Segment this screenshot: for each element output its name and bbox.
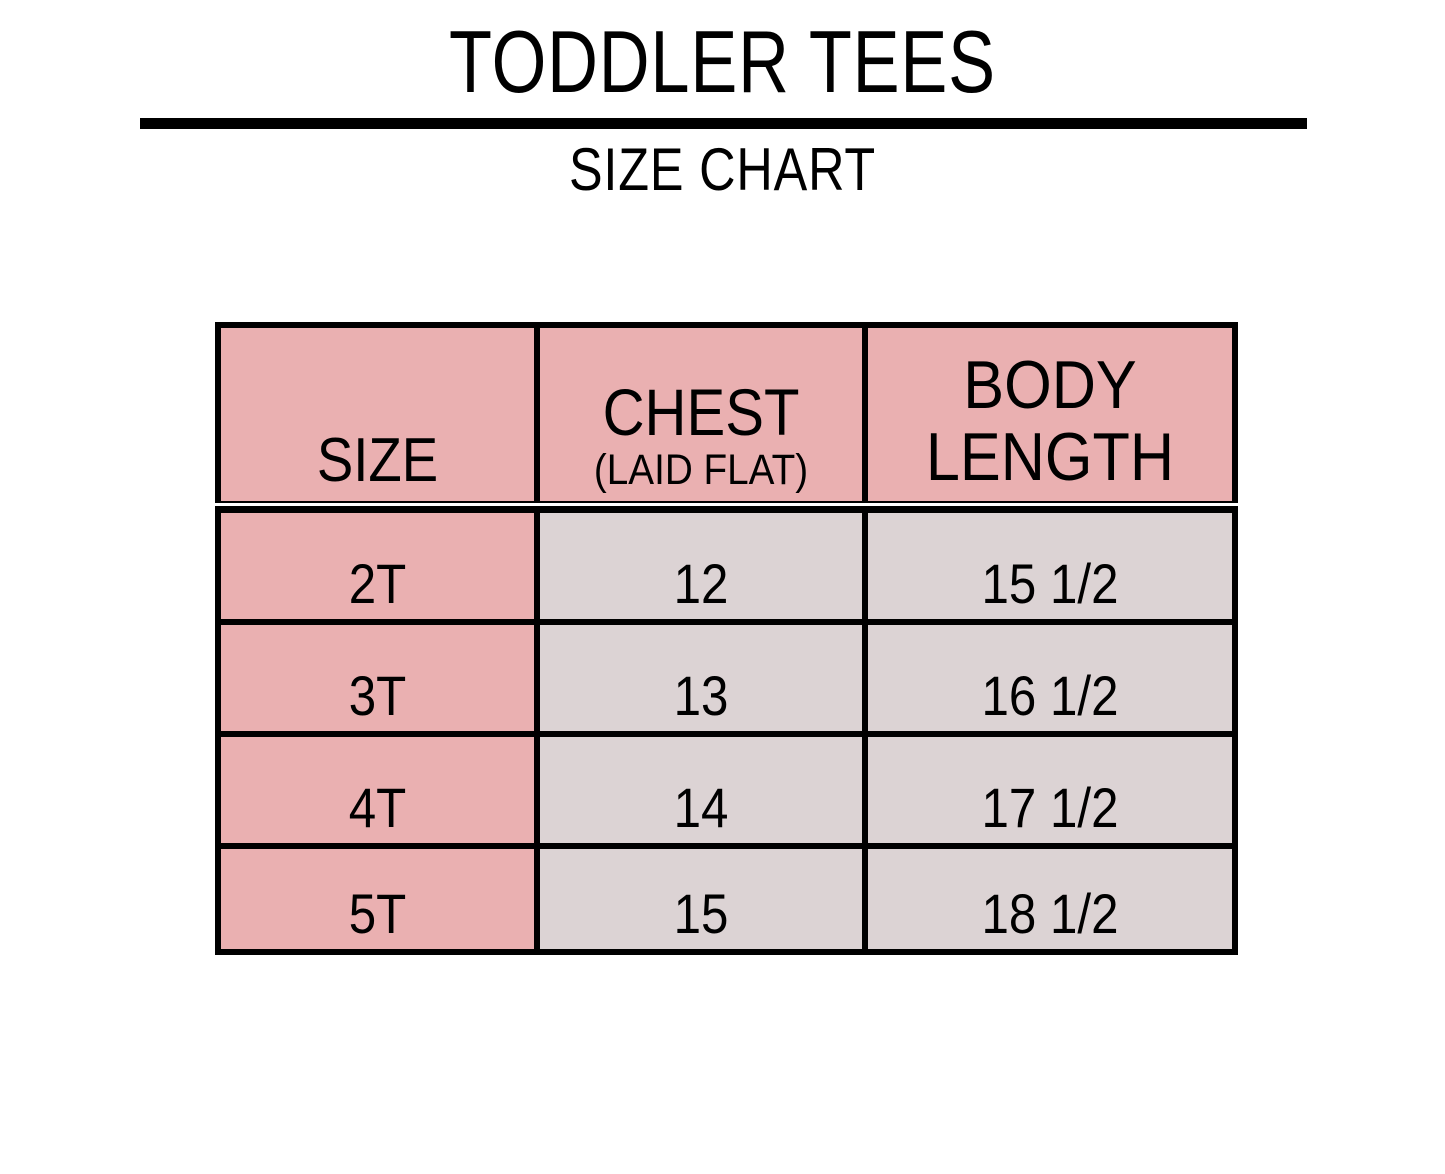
column-header-chest-stack: CHEST (LAID FLAT)	[540, 377, 862, 493]
cell-size-value: 5T	[348, 882, 407, 945]
cell-body-length-value: 18 1/2	[981, 882, 1119, 945]
size-chart-table: SIZE CHEST (LAID FLAT) BODY LENGTH	[215, 322, 1238, 955]
table-row: 2T 12 15 1/2	[215, 507, 1238, 619]
cell-chest: 14	[534, 731, 862, 843]
cell-chest-value: 13	[673, 664, 729, 727]
table-row: 3T 13 16 1/2	[215, 619, 1238, 731]
column-header-chest: CHEST (LAID FLAT)	[534, 322, 862, 507]
cell-body-length: 18 1/2	[862, 843, 1238, 955]
cell-body-length-value: 15 1/2	[981, 552, 1119, 615]
cell-chest: 13	[534, 619, 862, 731]
title-block: TODDLER TEES SIZE CHART	[0, 0, 1445, 203]
cell-body-length: 15 1/2	[862, 507, 1238, 619]
column-header-size-label: SIZE	[316, 426, 439, 495]
column-header-chest-label: CHEST	[602, 375, 800, 449]
cell-chest-value: 15	[673, 882, 729, 945]
table-body: 2T 12 15 1/2 3T 13 16 1/2	[215, 507, 1238, 955]
cell-chest: 15	[534, 843, 862, 955]
table-header-row: SIZE CHEST (LAID FLAT) BODY LENGTH	[215, 322, 1238, 507]
title-divider-rule	[140, 118, 1307, 129]
cell-size: 4T	[215, 731, 534, 843]
column-header-size: SIZE	[215, 322, 534, 507]
cell-size: 3T	[215, 619, 534, 731]
cell-size-value: 3T	[348, 664, 407, 727]
size-chart-table-wrapper: SIZE CHEST (LAID FLAT) BODY LENGTH	[215, 322, 1238, 955]
column-header-body-length-line1: BODY	[963, 347, 1137, 423]
table-row: 4T 14 17 1/2	[215, 731, 1238, 843]
cell-size: 2T	[215, 507, 534, 619]
column-header-body-length-stack: BODY LENGTH	[868, 349, 1232, 493]
page-subtitle: SIZE CHART	[568, 136, 877, 203]
cell-chest: 12	[534, 507, 862, 619]
cell-size: 5T	[215, 843, 534, 955]
cell-chest-value: 14	[673, 776, 729, 839]
cell-size-value: 4T	[348, 776, 407, 839]
cell-body-length-value: 17 1/2	[981, 776, 1119, 839]
column-header-body-length: BODY LENGTH	[862, 322, 1238, 507]
cell-body-length: 16 1/2	[862, 619, 1238, 731]
column-header-chest-sublabel: (LAID FLAT)	[593, 446, 809, 494]
page-title: TODDLER TEES	[449, 12, 996, 111]
cell-size-value: 2T	[348, 552, 407, 615]
table-row: 5T 15 18 1/2	[215, 843, 1238, 955]
cell-body-length-value: 16 1/2	[981, 664, 1119, 727]
cell-body-length: 17 1/2	[862, 731, 1238, 843]
cell-chest-value: 12	[673, 552, 729, 615]
column-header-body-length-line2: LENGTH	[925, 419, 1175, 495]
